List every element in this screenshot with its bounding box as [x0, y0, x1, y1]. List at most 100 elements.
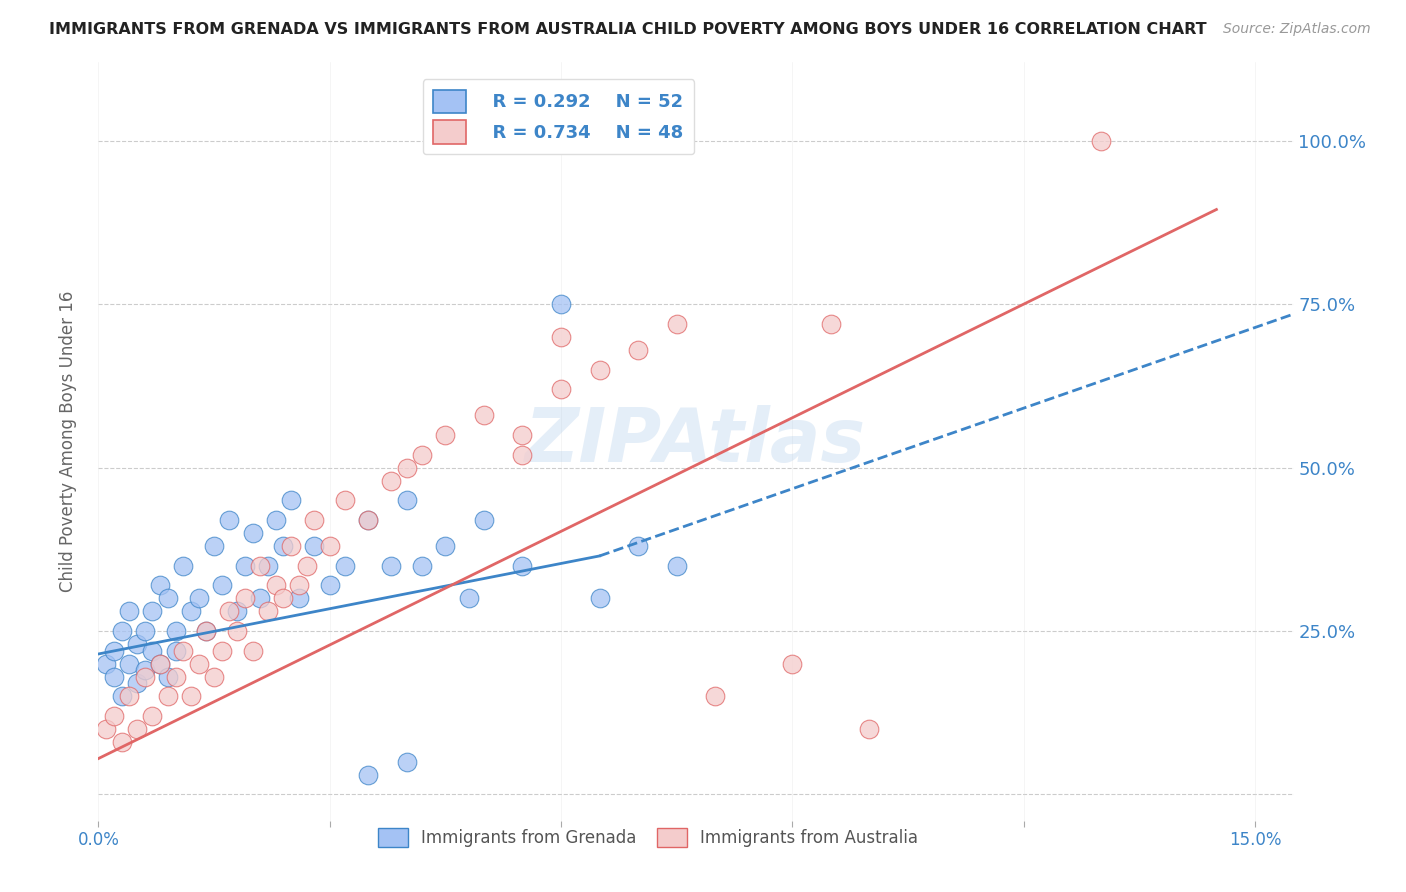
Point — [434, 428, 457, 442]
Point — [357, 768, 380, 782]
Point — [257, 605, 280, 619]
Point — [288, 591, 311, 606]
Point — [295, 558, 318, 573]
Point — [627, 539, 650, 553]
Y-axis label: Child Poverty Among Boys Under 16: Child Poverty Among Boys Under 16 — [59, 291, 77, 592]
Point — [550, 382, 572, 396]
Point — [195, 624, 218, 639]
Point — [550, 330, 572, 344]
Point — [380, 474, 402, 488]
Point — [149, 657, 172, 671]
Point — [512, 448, 534, 462]
Point — [110, 690, 132, 704]
Point — [550, 297, 572, 311]
Point — [665, 558, 688, 573]
Point — [319, 578, 342, 592]
Point — [156, 670, 179, 684]
Point — [357, 513, 380, 527]
Point — [264, 513, 287, 527]
Point — [165, 670, 187, 684]
Text: Source: ZipAtlas.com: Source: ZipAtlas.com — [1223, 22, 1371, 37]
Point — [820, 317, 842, 331]
Point — [257, 558, 280, 573]
Point — [858, 722, 880, 736]
Point — [202, 670, 225, 684]
Point — [1090, 134, 1112, 148]
Legend: Immigrants from Grenada, Immigrants from Australia: Immigrants from Grenada, Immigrants from… — [371, 822, 925, 854]
Point — [512, 428, 534, 442]
Point — [211, 578, 233, 592]
Point — [288, 578, 311, 592]
Point — [395, 493, 418, 508]
Point — [280, 539, 302, 553]
Point — [273, 591, 295, 606]
Point — [249, 558, 271, 573]
Point — [156, 690, 179, 704]
Point — [457, 591, 479, 606]
Point — [242, 643, 264, 657]
Point — [125, 722, 148, 736]
Point — [118, 605, 141, 619]
Point — [149, 657, 172, 671]
Point — [195, 624, 218, 639]
Point — [134, 670, 156, 684]
Point — [218, 605, 240, 619]
Point — [588, 591, 610, 606]
Point — [118, 690, 141, 704]
Point — [165, 624, 187, 639]
Point — [125, 676, 148, 690]
Point — [704, 690, 727, 704]
Point — [357, 513, 380, 527]
Point — [134, 663, 156, 677]
Point — [411, 558, 433, 573]
Point — [125, 637, 148, 651]
Point — [156, 591, 179, 606]
Point — [226, 624, 249, 639]
Point — [333, 558, 356, 573]
Point — [472, 409, 495, 423]
Point — [103, 670, 125, 684]
Point — [333, 493, 356, 508]
Point — [94, 657, 117, 671]
Point — [110, 624, 132, 639]
Point — [141, 643, 163, 657]
Point — [134, 624, 156, 639]
Point — [180, 690, 202, 704]
Point — [233, 558, 256, 573]
Point — [211, 643, 233, 657]
Point — [264, 578, 287, 592]
Point — [233, 591, 256, 606]
Point — [472, 513, 495, 527]
Point — [395, 755, 418, 769]
Text: IMMIGRANTS FROM GRENADA VS IMMIGRANTS FROM AUSTRALIA CHILD POVERTY AMONG BOYS UN: IMMIGRANTS FROM GRENADA VS IMMIGRANTS FR… — [49, 22, 1206, 37]
Point — [118, 657, 141, 671]
Point — [395, 460, 418, 475]
Point — [103, 709, 125, 723]
Point — [304, 513, 326, 527]
Point — [411, 448, 433, 462]
Point — [218, 513, 240, 527]
Point — [172, 643, 194, 657]
Point — [434, 539, 457, 553]
Text: ZIPAtlas: ZIPAtlas — [526, 405, 866, 478]
Point — [273, 539, 295, 553]
Point — [304, 539, 326, 553]
Point — [110, 735, 132, 749]
Point — [165, 643, 187, 657]
Point — [380, 558, 402, 573]
Point — [172, 558, 194, 573]
Point — [180, 605, 202, 619]
Point — [187, 591, 209, 606]
Point — [280, 493, 302, 508]
Point — [149, 578, 172, 592]
Point — [226, 605, 249, 619]
Point — [202, 539, 225, 553]
Point — [782, 657, 804, 671]
Point — [94, 722, 117, 736]
Point — [512, 558, 534, 573]
Point — [588, 362, 610, 376]
Point — [141, 709, 163, 723]
Point — [141, 605, 163, 619]
Point — [249, 591, 271, 606]
Point — [242, 526, 264, 541]
